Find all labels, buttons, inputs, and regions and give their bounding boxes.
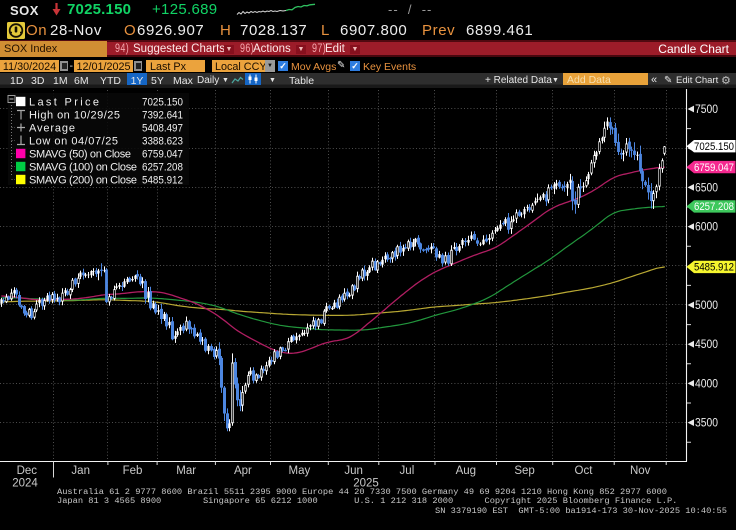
svg-text:Jul: Jul <box>400 465 415 477</box>
svg-text:6257.208: 6257.208 <box>142 162 183 174</box>
svg-text:6759.047: 6759.047 <box>694 162 734 174</box>
svg-text:6759.047: 6759.047 <box>142 149 183 161</box>
svg-text:6500: 6500 <box>695 182 718 194</box>
svg-text:4000: 4000 <box>695 378 718 390</box>
svg-text:Jun: Jun <box>344 465 363 477</box>
svg-text:May: May <box>289 465 311 477</box>
svg-text:3500: 3500 <box>695 418 718 430</box>
svg-text:2024: 2024 <box>12 478 38 490</box>
svg-text:Mar: Mar <box>176 465 196 477</box>
svg-text:Jan: Jan <box>71 465 90 477</box>
svg-text:Apr: Apr <box>234 465 252 477</box>
svg-text:6257.208: 6257.208 <box>694 201 734 213</box>
svg-text:SMAVG (100) on Close: SMAVG (100) on Close <box>29 162 137 174</box>
svg-text:7392.641: 7392.641 <box>142 110 183 122</box>
svg-text:2025: 2025 <box>353 478 379 490</box>
svg-text:SMAVG (50) on Close: SMAVG (50) on Close <box>29 149 131 161</box>
svg-text:Average: Average <box>29 123 75 135</box>
svg-text:SMAVG (200) on Close: SMAVG (200) on Close <box>29 175 137 187</box>
svg-text:Nov: Nov <box>630 465 651 477</box>
svg-text:5000: 5000 <box>695 300 718 312</box>
svg-text:5485.912: 5485.912 <box>694 262 734 274</box>
svg-text:6000: 6000 <box>695 222 718 234</box>
svg-text:7025.150: 7025.150 <box>694 141 734 153</box>
svg-text:7025.150: 7025.150 <box>142 97 183 109</box>
svg-text:3388.623: 3388.623 <box>142 136 183 148</box>
svg-text:5485.912: 5485.912 <box>142 175 183 187</box>
svg-text:4500: 4500 <box>695 339 718 351</box>
svg-text:High on 10/29/25: High on 10/29/25 <box>29 110 120 122</box>
svg-text:Oct: Oct <box>575 465 594 477</box>
svg-text:5408.497: 5408.497 <box>142 123 183 135</box>
svg-text:Aug: Aug <box>456 465 476 477</box>
svg-text:Sep: Sep <box>514 465 534 477</box>
svg-text:Last Price: Last Price <box>29 97 99 109</box>
svg-text:Low on 04/07/25: Low on 04/07/25 <box>29 136 118 148</box>
svg-text:Feb: Feb <box>123 465 143 477</box>
svg-text:Dec: Dec <box>17 465 38 477</box>
svg-text:7500: 7500 <box>695 104 718 116</box>
